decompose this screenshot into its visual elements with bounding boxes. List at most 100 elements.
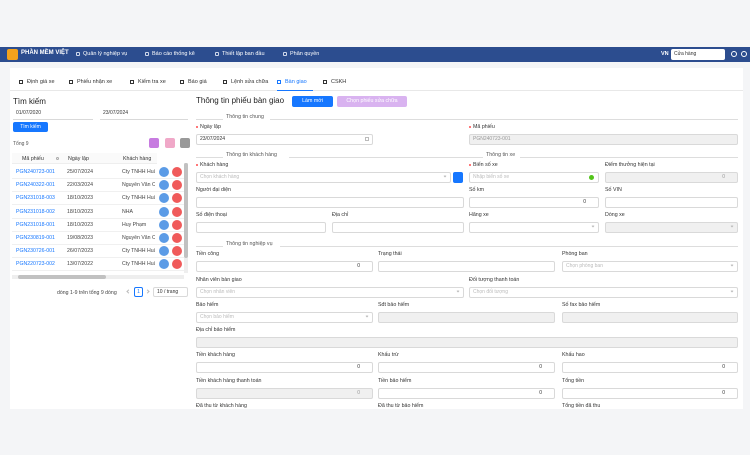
ticket-link[interactable]: PGN240322-001 — [16, 182, 55, 189]
edit-button[interactable] — [159, 233, 169, 243]
edit-button[interactable] — [159, 246, 169, 257]
logo[interactable] — [7, 49, 18, 60]
tab[interactable]: Báo giá — [188, 79, 207, 85]
date-to[interactable]: 23/07/2024 — [100, 110, 188, 120]
dropdown-arrow — [730, 263, 734, 267]
input-text[interactable] — [196, 222, 326, 233]
content-card — [10, 68, 743, 409]
refresh-button[interactable]: Làm mới — [292, 96, 333, 107]
field-label: Số km — [469, 187, 485, 193]
field-label: Đã thu từ khách hàng — [196, 403, 247, 409]
menu-icon[interactable] — [283, 52, 287, 56]
input-text[interactable] — [378, 261, 555, 272]
input-text[interactable] — [332, 222, 464, 233]
section-line — [270, 119, 738, 120]
tab-icon[interactable] — [130, 80, 134, 84]
edit-button[interactable] — [159, 167, 169, 177]
delete-button[interactable] — [172, 219, 182, 230]
table-header — [12, 153, 157, 164]
menu-icon[interactable] — [145, 52, 149, 56]
delete-button[interactable] — [172, 206, 182, 217]
tab-icon[interactable] — [19, 80, 23, 84]
field-value: 0 — [357, 263, 360, 269]
store-select[interactable]: Cửa hàng — [671, 49, 725, 60]
tab[interactable]: Kiểm tra xe — [138, 79, 166, 85]
page-number[interactable]: 1 — [134, 287, 143, 297]
input-select[interactable] — [469, 222, 599, 233]
ticket-link[interactable]: PGN231018-003 — [16, 195, 55, 202]
tool-button[interactable] — [149, 138, 159, 148]
tab[interactable]: Định giá xe — [27, 79, 55, 85]
input-text[interactable] — [605, 197, 738, 208]
input-text[interactable]: 0 — [562, 388, 738, 399]
input-text[interactable]: 0 — [469, 197, 599, 208]
input-select[interactable]: Chọn đối tượng — [469, 287, 738, 298]
edit-button[interactable] — [159, 193, 169, 204]
input-plate[interactable]: Nhập biển số xe — [469, 172, 599, 183]
tab[interactable]: CSKH — [331, 79, 347, 85]
ticket-link[interactable]: PGN231018-002 — [16, 208, 55, 215]
tab-icon[interactable] — [323, 80, 327, 84]
input-select[interactable]: Chọn phòng ban — [562, 261, 738, 272]
ticket-link[interactable]: PGN240723-001 — [16, 169, 55, 175]
tab[interactable]: Lệnh sửa chữa — [231, 79, 269, 85]
scroll-thumb[interactable] — [184, 163, 188, 258]
delete-button[interactable] — [172, 180, 182, 191]
ticket-link[interactable]: PGN231018-001 — [16, 221, 55, 228]
input-date[interactable]: 23/07/2024 — [196, 134, 373, 145]
search-icon[interactable] — [56, 157, 59, 160]
input-text[interactable] — [196, 197, 464, 208]
input-text[interactable]: 0 — [562, 362, 738, 373]
delete-button[interactable] — [172, 233, 182, 243]
tab-icon[interactable] — [180, 80, 184, 84]
menu-icon[interactable] — [215, 52, 219, 56]
date-from[interactable]: 01/07/2020 — [13, 110, 93, 120]
delete-button[interactable] — [172, 167, 182, 177]
tool-button[interactable] — [165, 138, 175, 148]
ticket-link[interactable]: PGN230819-001 — [16, 235, 55, 241]
field-value: 0 — [357, 390, 360, 396]
edit-button[interactable] — [159, 219, 169, 230]
nav-icon[interactable] — [741, 51, 747, 57]
menu-item[interactable]: Quản lý nghiệp vụ — [83, 51, 128, 57]
input-text[interactable]: 0 — [196, 261, 373, 272]
ticket-link[interactable]: PGN230726-001 — [16, 248, 55, 255]
tab[interactable]: Phiếu nhận xe — [77, 79, 113, 85]
menu-icon[interactable] — [76, 52, 80, 56]
placeholder: Chọn phòng ban — [566, 263, 603, 269]
input-text[interactable]: 0 — [196, 362, 373, 373]
tab-icon[interactable] — [69, 80, 73, 84]
tool-button[interactable] — [180, 138, 190, 148]
tab-icon[interactable] — [277, 80, 281, 84]
delete-button[interactable] — [172, 193, 182, 204]
input-select[interactable]: Chọn nhân viên — [196, 287, 464, 298]
pick-repair-button[interactable]: Chọn phiếu sửa chữa — [337, 96, 407, 107]
menu-item[interactable]: Thiết lập ban đầu — [222, 51, 265, 57]
ticket-link[interactable]: PGN220723-002 — [16, 261, 55, 268]
nav-icon[interactable] — [731, 51, 737, 57]
tab-icon[interactable] — [223, 80, 227, 84]
menu-item[interactable]: Báo cáo thống kê — [152, 51, 195, 57]
add-customer-button[interactable] — [453, 172, 463, 183]
edit-button[interactable] — [159, 180, 169, 191]
page-size[interactable]: 10 / trang — [153, 287, 188, 297]
edit-button[interactable] — [159, 206, 169, 217]
menu-item[interactable]: Phân quyền — [290, 51, 320, 57]
delete-button[interactable] — [172, 246, 182, 257]
delete-button[interactable] — [172, 259, 182, 270]
brand: PHẦN MỀM VIỆT — [21, 50, 69, 56]
cell: Huy Phạm — [122, 221, 147, 228]
edit-button[interactable] — [159, 259, 169, 270]
section-line — [520, 157, 738, 158]
input-plus[interactable]: Chọn khách hàng — [196, 172, 451, 183]
input-text[interactable]: 0 — [378, 362, 555, 373]
dropdown-arrow — [591, 224, 595, 228]
scroll-thumb[interactable] — [18, 275, 106, 279]
field-label: Sđt bảo hiểm — [378, 302, 410, 308]
input-text[interactable]: 0 — [378, 388, 555, 399]
input-select[interactable]: Chọn bảo hiểm — [196, 312, 373, 323]
section-line — [289, 157, 483, 158]
field-value: 0 — [722, 364, 725, 370]
search-button[interactable]: Tìm kiếm — [13, 122, 48, 132]
tab[interactable]: Bàn giao — [285, 79, 307, 85]
